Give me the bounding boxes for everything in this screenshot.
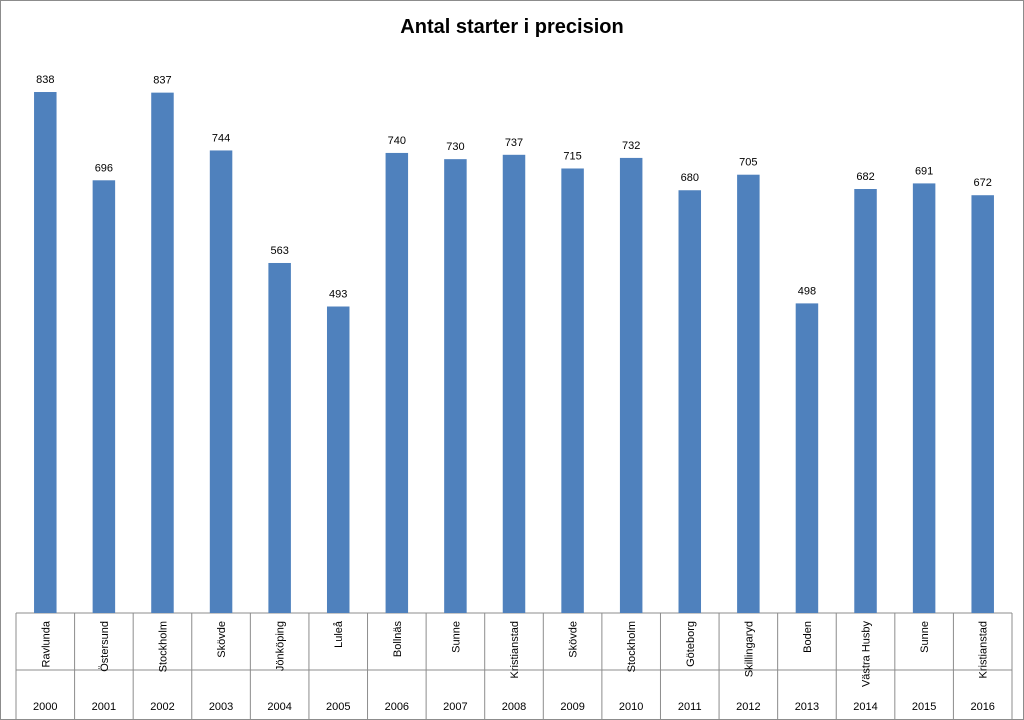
tick-label-city-2010: Stockholm: [626, 621, 638, 672]
tick-label-city-2015: Sunne: [919, 621, 931, 653]
bar-2015: [912, 183, 936, 613]
tick-label-year-2000: 2000: [33, 701, 57, 713]
plot-area: 838 Ravlunda 2000 696 Östersund 2001 837 Stockh…: [15, 74, 1013, 719]
bar-2011: [678, 190, 702, 613]
tick-label-city-2009: Skövde: [568, 621, 580, 658]
data-label-2015: 691: [915, 165, 933, 177]
tick-label-city-2012: Skillingaryd: [743, 621, 755, 677]
data-label-2006: 740: [388, 135, 406, 147]
bar-2016: [971, 195, 994, 614]
tick-label-city-2001: Östersund: [99, 621, 111, 672]
bar-2007: [444, 159, 467, 613]
data-label-2011: 680: [681, 172, 699, 184]
tick-label-city-2016: Kristianstad: [978, 621, 990, 678]
bar-2008: [502, 154, 526, 613]
tick-label-year-2015: 2015: [912, 701, 936, 713]
tick-label-city-2014: Västra Husby: [861, 621, 873, 688]
data-label-2016: 672: [974, 177, 992, 189]
bar-2000: [34, 92, 57, 614]
tick-label-year-2014: 2014: [853, 701, 877, 713]
bar-2009: [561, 168, 584, 613]
tick-label-city-2005: Luleå: [333, 620, 345, 648]
tick-label-year-2001: 2001: [92, 701, 116, 713]
data-label-2004: 563: [270, 245, 288, 257]
bar-2004: [268, 262, 291, 613]
data-label-2001: 696: [95, 162, 113, 174]
tick-label-city-2008: Kristianstad: [509, 621, 521, 678]
bar-2001: [92, 180, 116, 613]
bar-2010: [619, 157, 643, 614]
data-label-2000: 838: [36, 74, 54, 86]
tick-label-city-2003: Skövde: [216, 621, 228, 658]
tick-label-year-2013: 2013: [795, 701, 819, 713]
tick-label-year-2002: 2002: [150, 701, 174, 713]
tick-label-year-2007: 2007: [443, 701, 467, 713]
data-label-2010: 732: [622, 140, 640, 152]
data-label-2009: 715: [563, 150, 581, 162]
bar-2006: [385, 152, 409, 613]
data-label-2008: 737: [505, 137, 523, 149]
bar-2003: [209, 150, 233, 613]
tick-label-year-2010: 2010: [619, 701, 643, 713]
tick-label-city-2000: Ravlunda: [40, 620, 52, 667]
data-label-2002: 837: [153, 75, 171, 87]
bar-2002: [151, 92, 174, 614]
bar-2013: [795, 303, 819, 613]
tick-label-city-2004: Jönköping: [275, 621, 287, 671]
tick-label-year-2012: 2012: [736, 701, 760, 713]
tick-label-year-2006: 2006: [385, 701, 409, 713]
data-label-2007: 730: [446, 141, 464, 153]
tick-label-year-2008: 2008: [502, 701, 526, 713]
tick-label-year-2016: 2016: [970, 701, 994, 713]
tick-label-year-2005: 2005: [326, 701, 350, 713]
tick-label-city-2007: Sunne: [450, 621, 462, 653]
tick-label-year-2004: 2004: [267, 701, 291, 713]
data-label-2013: 498: [798, 285, 816, 297]
tick-label-year-2011: 2011: [678, 701, 702, 713]
bar-2012: [737, 174, 760, 614]
bar-2005: [326, 306, 350, 613]
data-label-2014: 682: [856, 171, 874, 183]
data-label-2012: 705: [739, 157, 757, 169]
chart-title: Antal starter i precision: [400, 16, 623, 38]
tick-label-city-2011: Göteborg: [685, 621, 697, 667]
data-label-2003: 744: [212, 132, 230, 144]
tick-label-city-2006: Bollnäs: [392, 621, 404, 658]
tick-label-year-2009: 2009: [560, 701, 584, 713]
tick-label-city-2013: Boden: [802, 621, 814, 653]
tick-label-city-2002: Stockholm: [157, 621, 169, 672]
data-label-2005: 493: [329, 289, 347, 301]
bar-2014: [854, 189, 877, 613]
tick-label-year-2003: 2003: [209, 701, 233, 713]
